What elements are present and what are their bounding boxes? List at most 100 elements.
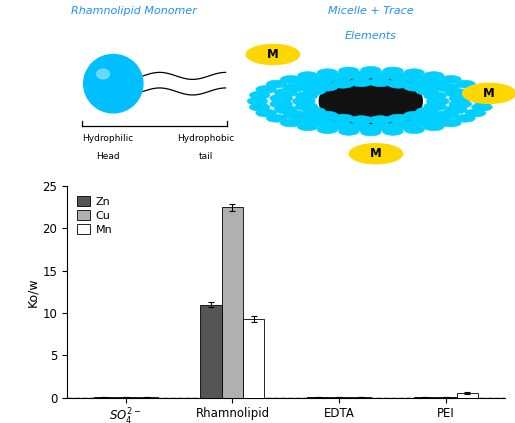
Circle shape	[274, 88, 297, 97]
Circle shape	[312, 118, 334, 127]
Circle shape	[389, 121, 412, 129]
Circle shape	[462, 83, 515, 104]
Bar	[115, 397, 136, 398]
Circle shape	[449, 94, 472, 103]
Circle shape	[416, 107, 438, 116]
Circle shape	[349, 71, 372, 80]
Ellipse shape	[319, 72, 422, 130]
Circle shape	[317, 126, 338, 134]
Bar	[136, 397, 158, 398]
Circle shape	[474, 97, 494, 105]
Circle shape	[424, 102, 447, 111]
Circle shape	[465, 109, 486, 117]
Circle shape	[266, 114, 287, 122]
Circle shape	[266, 80, 287, 88]
Circle shape	[270, 94, 293, 103]
Text: Micelle + Trace: Micelle + Trace	[328, 6, 414, 16]
Bar	[435, 397, 457, 398]
Circle shape	[249, 91, 270, 99]
Circle shape	[455, 80, 475, 88]
Bar	[307, 397, 329, 398]
Circle shape	[296, 115, 318, 124]
Circle shape	[298, 71, 318, 80]
Bar	[457, 393, 478, 398]
Circle shape	[416, 87, 438, 95]
Circle shape	[455, 114, 475, 122]
Bar	[329, 397, 350, 398]
Circle shape	[436, 110, 458, 119]
Circle shape	[274, 105, 297, 114]
Circle shape	[403, 111, 426, 120]
Ellipse shape	[97, 69, 109, 79]
Circle shape	[246, 44, 300, 65]
Ellipse shape	[83, 55, 143, 113]
Text: M: M	[370, 147, 382, 160]
Circle shape	[441, 119, 461, 127]
Circle shape	[465, 85, 486, 93]
Circle shape	[317, 69, 338, 77]
Circle shape	[280, 119, 301, 127]
Circle shape	[350, 115, 372, 124]
Circle shape	[249, 103, 270, 111]
Circle shape	[441, 75, 461, 83]
Bar	[243, 319, 265, 398]
Circle shape	[295, 102, 318, 111]
Circle shape	[298, 123, 318, 131]
Y-axis label: Ko/w: Ko/w	[27, 277, 40, 307]
Circle shape	[403, 82, 426, 91]
Circle shape	[423, 71, 444, 80]
Circle shape	[407, 118, 430, 127]
Circle shape	[389, 73, 412, 81]
Circle shape	[360, 66, 381, 74]
Circle shape	[338, 67, 359, 75]
Circle shape	[404, 69, 424, 77]
Circle shape	[383, 127, 403, 135]
Circle shape	[387, 80, 410, 88]
Circle shape	[332, 114, 354, 123]
Legend: Zn, Cu, Mn: Zn, Cu, Mn	[73, 192, 117, 239]
Bar	[350, 397, 371, 398]
Circle shape	[280, 75, 301, 83]
Circle shape	[256, 109, 277, 117]
Text: M: M	[267, 48, 279, 61]
Text: Hydrophobic: Hydrophobic	[177, 134, 235, 143]
Circle shape	[330, 73, 352, 81]
Circle shape	[316, 111, 338, 120]
Circle shape	[256, 85, 277, 93]
Circle shape	[369, 115, 392, 124]
Text: tail: tail	[199, 152, 213, 161]
Circle shape	[350, 78, 372, 87]
Circle shape	[312, 75, 334, 84]
Circle shape	[303, 87, 326, 95]
Circle shape	[293, 97, 315, 105]
Circle shape	[332, 80, 354, 88]
Circle shape	[444, 105, 467, 114]
Circle shape	[360, 128, 381, 136]
Circle shape	[472, 103, 492, 111]
Circle shape	[424, 91, 447, 100]
Circle shape	[349, 143, 403, 164]
Circle shape	[436, 83, 458, 92]
Circle shape	[407, 75, 430, 84]
Text: Rhamnolipid Monomer: Rhamnolipid Monomer	[71, 6, 197, 16]
Circle shape	[444, 88, 467, 97]
Circle shape	[426, 97, 449, 105]
Circle shape	[423, 123, 444, 131]
Circle shape	[369, 78, 392, 87]
Circle shape	[404, 126, 424, 134]
Bar	[200, 305, 222, 398]
Circle shape	[295, 91, 318, 100]
Bar	[222, 207, 243, 398]
Circle shape	[283, 110, 306, 119]
Circle shape	[449, 100, 472, 108]
Circle shape	[370, 122, 392, 131]
Text: Elements: Elements	[345, 31, 397, 41]
Text: Hydrophilic: Hydrophilic	[82, 134, 134, 143]
Circle shape	[387, 114, 410, 123]
Circle shape	[338, 127, 359, 135]
Circle shape	[383, 67, 403, 75]
Bar	[94, 397, 115, 398]
Circle shape	[296, 79, 318, 88]
Circle shape	[283, 83, 306, 92]
Circle shape	[423, 79, 446, 88]
